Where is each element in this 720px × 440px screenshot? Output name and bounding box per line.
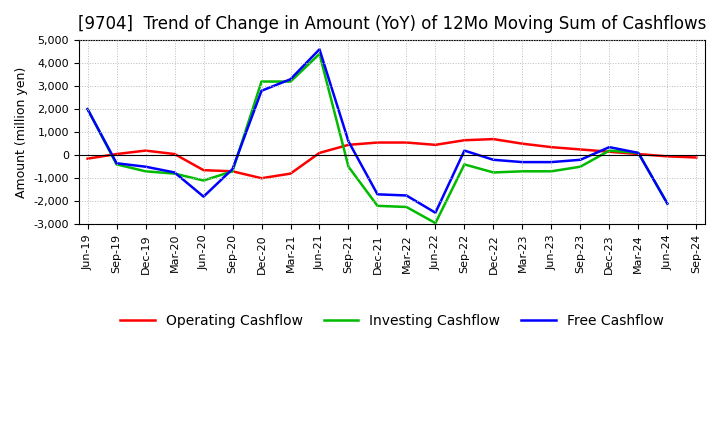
Operating Cashflow <box>692 155 701 160</box>
Operating Cashflow <box>315 150 324 155</box>
Operating Cashflow <box>634 151 643 157</box>
Investing Cashflow <box>199 178 208 183</box>
Investing Cashflow <box>518 169 527 174</box>
Legend: Operating Cashflow, Investing Cashflow, Free Cashflow: Operating Cashflow, Investing Cashflow, … <box>114 308 670 334</box>
Investing Cashflow <box>112 162 121 167</box>
Investing Cashflow <box>344 164 353 169</box>
Line: Investing Cashflow: Investing Cashflow <box>88 54 667 223</box>
Investing Cashflow <box>402 204 411 209</box>
Free Cashflow <box>663 201 672 206</box>
Free Cashflow <box>634 150 643 155</box>
Investing Cashflow <box>286 79 294 84</box>
Free Cashflow <box>518 159 527 165</box>
Free Cashflow <box>431 210 440 215</box>
Operating Cashflow <box>547 144 556 150</box>
Free Cashflow <box>170 170 179 175</box>
Operating Cashflow <box>286 171 294 176</box>
Investing Cashflow <box>170 171 179 176</box>
Operating Cashflow <box>373 140 382 145</box>
Investing Cashflow <box>257 79 266 84</box>
Free Cashflow <box>373 192 382 197</box>
Free Cashflow <box>576 157 585 162</box>
Operating Cashflow <box>344 142 353 147</box>
Investing Cashflow <box>547 169 556 174</box>
Operating Cashflow <box>460 138 469 143</box>
Operating Cashflow <box>431 142 440 147</box>
Free Cashflow <box>605 144 613 150</box>
Investing Cashflow <box>84 106 92 112</box>
Free Cashflow <box>344 139 353 144</box>
Investing Cashflow <box>431 220 440 226</box>
Operating Cashflow <box>141 148 150 153</box>
Investing Cashflow <box>576 164 585 169</box>
Investing Cashflow <box>605 148 613 153</box>
Y-axis label: Amount (million yen): Amount (million yen) <box>15 66 28 198</box>
Free Cashflow <box>199 194 208 199</box>
Free Cashflow <box>141 164 150 169</box>
Operating Cashflow <box>257 176 266 181</box>
Free Cashflow <box>460 148 469 153</box>
Free Cashflow <box>286 77 294 82</box>
Investing Cashflow <box>228 169 237 174</box>
Operating Cashflow <box>228 169 237 174</box>
Investing Cashflow <box>460 162 469 167</box>
Operating Cashflow <box>199 168 208 173</box>
Operating Cashflow <box>402 140 411 145</box>
Investing Cashflow <box>663 201 672 206</box>
Title: [9704]  Trend of Change in Amount (YoY) of 12Mo Moving Sum of Cashflows: [9704] Trend of Change in Amount (YoY) o… <box>78 15 706 33</box>
Operating Cashflow <box>170 151 179 157</box>
Operating Cashflow <box>84 156 92 161</box>
Free Cashflow <box>257 88 266 93</box>
Operating Cashflow <box>112 151 121 157</box>
Free Cashflow <box>547 159 556 165</box>
Operating Cashflow <box>605 149 613 154</box>
Free Cashflow <box>315 47 324 52</box>
Free Cashflow <box>228 166 237 172</box>
Investing Cashflow <box>373 203 382 209</box>
Free Cashflow <box>402 193 411 198</box>
Investing Cashflow <box>489 170 498 175</box>
Operating Cashflow <box>663 154 672 159</box>
Investing Cashflow <box>141 169 150 174</box>
Operating Cashflow <box>576 147 585 152</box>
Free Cashflow <box>84 106 92 112</box>
Operating Cashflow <box>489 136 498 142</box>
Line: Operating Cashflow: Operating Cashflow <box>88 139 696 178</box>
Operating Cashflow <box>518 141 527 147</box>
Investing Cashflow <box>315 51 324 57</box>
Line: Free Cashflow: Free Cashflow <box>88 49 667 213</box>
Free Cashflow <box>489 157 498 162</box>
Investing Cashflow <box>634 150 643 155</box>
Free Cashflow <box>112 161 121 166</box>
